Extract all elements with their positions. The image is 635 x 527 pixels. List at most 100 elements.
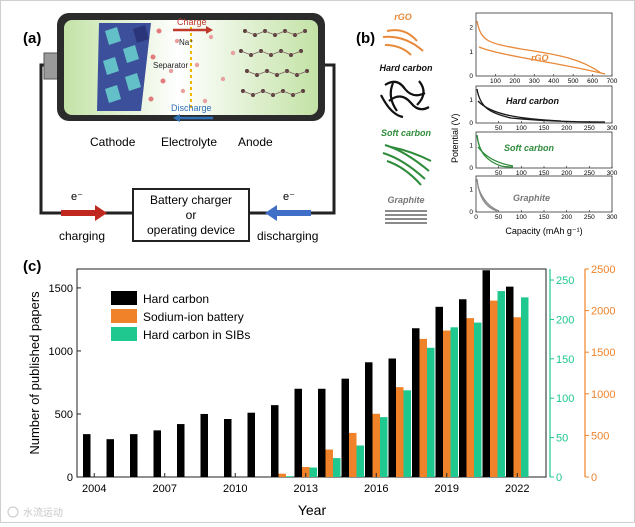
bar-hard-carbon-2018 xyxy=(412,328,420,477)
soft-curve-1 xyxy=(476,134,514,168)
b-ytick-label: 1 xyxy=(469,187,473,194)
bar-hard-carbon-2010 xyxy=(224,419,232,477)
green-tick-label: 150 xyxy=(556,354,574,366)
b-xtick-label: 100 xyxy=(516,125,527,132)
orange-tick-label: 2000 xyxy=(591,306,615,318)
graphite-curve-2 xyxy=(477,186,500,212)
hard-curve-1 xyxy=(476,88,606,123)
green-tick-label: 200 xyxy=(556,314,574,326)
b-ytick-label: 0 xyxy=(469,120,473,127)
bar-sodium-ion-battery-2018 xyxy=(419,338,427,477)
hard-curve-2 xyxy=(477,100,562,122)
x-tick-label: 2010 xyxy=(223,483,247,495)
orange-tick-label: 0 xyxy=(591,472,597,484)
bar-sodium-ion-battery-2012 xyxy=(278,473,286,477)
bar-hard-carbon-2017 xyxy=(388,358,396,477)
bar-hard-carbon-2007 xyxy=(153,430,161,477)
x-tick-label: 2019 xyxy=(435,483,459,495)
discharge-arrow-head xyxy=(173,114,180,122)
bar-hard-carbon-2019 xyxy=(435,306,443,477)
bar-sodium-ion-battery-2015 xyxy=(349,432,357,477)
x-tick-label: 2007 xyxy=(153,483,177,495)
green-tick-label: 0 xyxy=(556,472,562,484)
b-xtick-label: 250 xyxy=(584,125,595,132)
panel-b: (b) rGO Hard carbon Soft carbon Graphite xyxy=(356,12,618,236)
discharge-label: Discharge xyxy=(171,103,212,113)
b-xtick-label: 100 xyxy=(516,214,527,221)
bar-sodium-ion-battery-2021 xyxy=(490,300,498,477)
graphite-sketch xyxy=(385,210,427,224)
bar-hard-carbon-2020 xyxy=(459,299,467,477)
b-ytick-label: 1 xyxy=(469,97,473,104)
hard-carbon-material-label: Hard carbon xyxy=(379,63,433,73)
b-xtick-label: 500 xyxy=(568,78,579,85)
b-xtick-label: 50 xyxy=(495,214,503,221)
bar-sodium-ion-battery-2016 xyxy=(372,413,380,477)
charge-arrow-head xyxy=(206,26,213,34)
b-ytick-label: 2 xyxy=(469,25,473,32)
x-tick-label: 2004 xyxy=(82,483,106,495)
legend-label-hard-carbon-sibs: Hard carbon in SIBs xyxy=(143,328,250,342)
green-tick-label: 50 xyxy=(556,433,568,445)
b-xtick-label: 150 xyxy=(539,125,550,132)
bar-hard-carbon-in-sibs-2022 xyxy=(521,297,529,477)
potential-axis-label: Potential (V) xyxy=(450,113,460,163)
graphite-material-label: Graphite xyxy=(387,195,424,205)
green-tick-label: 250 xyxy=(556,275,574,287)
b-xtick-label: 200 xyxy=(509,78,520,85)
cathode-lattice xyxy=(97,23,166,111)
bar-hard-carbon-in-sibs-2012 xyxy=(286,476,294,477)
green-tick-label: 100 xyxy=(556,393,574,405)
anode-bonds xyxy=(240,30,308,96)
orange-tick-label: 2500 xyxy=(591,264,615,276)
bar-hard-carbon-2013 xyxy=(294,388,302,477)
b-xtick-label: 300 xyxy=(607,170,618,177)
x-tick-label: 2016 xyxy=(364,483,388,495)
watermark-icon xyxy=(7,506,19,518)
b-xtick-label: 100 xyxy=(490,78,501,85)
chart-bars xyxy=(83,270,529,477)
b-xtick-label: 200 xyxy=(561,214,572,221)
rgo-curve-2 xyxy=(478,46,606,75)
anode-label: Anode xyxy=(238,135,273,149)
charging-label: charging xyxy=(59,229,105,243)
x-tick-label: 2013 xyxy=(294,483,318,495)
b-xtick-label: 50 xyxy=(495,170,503,177)
b-xtick-label: 400 xyxy=(548,78,559,85)
bar-sodium-ion-battery-2022 xyxy=(513,317,521,477)
rgo-plot-label: rGO xyxy=(531,53,549,63)
bar-hard-carbon-2015 xyxy=(341,378,349,477)
bar-sodium-ion-battery-2019 xyxy=(443,330,451,477)
discharging-arrow-head xyxy=(265,205,277,221)
soft-plot-label: Soft carbon xyxy=(504,143,555,153)
left-tick-label: 0 xyxy=(67,472,73,484)
device-line1: Battery charger xyxy=(150,193,232,207)
cathode-label: Cathode xyxy=(90,135,136,149)
bar-hard-carbon-2009 xyxy=(200,413,208,477)
bar-hard-carbon-in-sibs-2015 xyxy=(356,445,364,477)
legend-swatch-hard-carbon-sibs xyxy=(111,327,137,341)
b-xtick-label: 200 xyxy=(561,125,572,132)
device-line3: operating device xyxy=(147,223,235,237)
chart-axes: 2004 2007 2010 2013 2016 2019 2022050010001500… xyxy=(49,264,616,495)
bar-hard-carbon-in-sibs-2017 xyxy=(403,390,411,477)
legend-label-hard-carbon: Hard carbon xyxy=(143,292,209,306)
bar-hard-carbon-2012 xyxy=(271,405,279,477)
rgo-sketch xyxy=(382,29,424,56)
orange-tick-label: 1000 xyxy=(591,389,615,401)
charging-arrow-head xyxy=(95,205,107,221)
x-tick-label: 2022 xyxy=(505,483,529,495)
panel-a-label: (a) xyxy=(23,30,41,47)
separator-label: Separator xyxy=(153,61,188,70)
bar-sodium-ion-battery-2020 xyxy=(466,318,474,477)
capacity-axis-label: Capacity (mAh g⁻¹) xyxy=(505,226,582,236)
hard-plot-label: Hard carbon xyxy=(506,96,560,106)
rgo-plot-frame xyxy=(475,12,613,77)
battery-terminal xyxy=(43,52,59,80)
bar-hard-carbon-in-sibs-2020 xyxy=(474,322,482,477)
bar-hard-carbon-2005 xyxy=(106,439,114,477)
bar-hard-carbon-in-sibs-2021 xyxy=(497,291,505,477)
orange-tick-label: 1500 xyxy=(591,347,615,359)
bar-hard-carbon-in-sibs-2014 xyxy=(333,458,341,477)
